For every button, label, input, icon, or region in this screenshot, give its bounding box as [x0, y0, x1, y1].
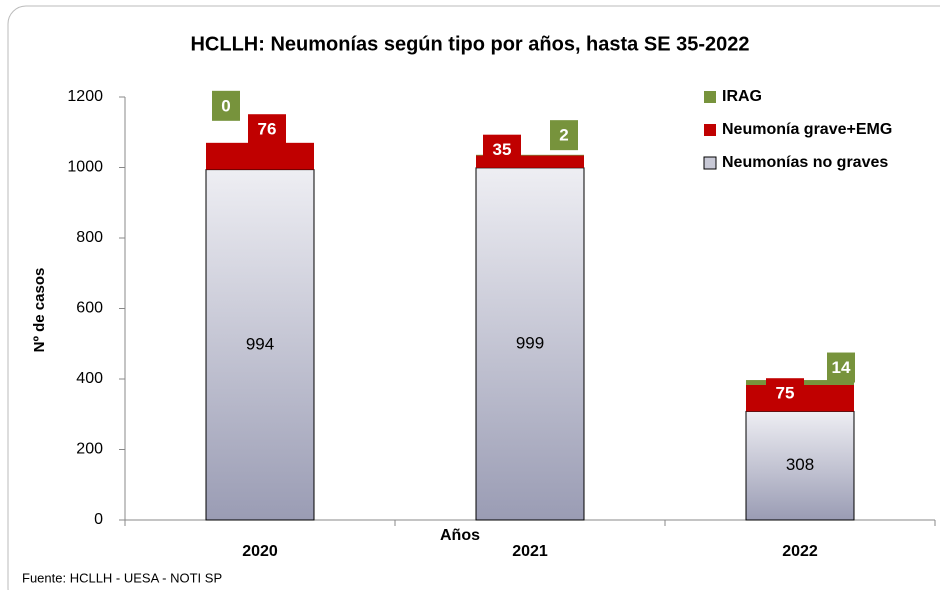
bar-segment — [206, 142, 314, 170]
data-label: 14 — [832, 358, 851, 377]
legend-label: Neumonía grave+EMG — [722, 121, 892, 138]
legend-label: IRAG — [722, 88, 762, 105]
y-tick-label: 600 — [76, 300, 103, 317]
x-axis-label: Años — [440, 527, 480, 544]
bar-segment — [205, 169, 315, 521]
data-label: 308 — [786, 455, 814, 474]
data-label-box — [248, 114, 286, 145]
legend-swatch — [704, 124, 716, 136]
data-label-box — [766, 378, 804, 409]
data-label: 75 — [776, 384, 795, 403]
data-label-box — [827, 352, 855, 383]
y-tick-label: 200 — [76, 441, 103, 458]
bar-segment — [475, 167, 585, 521]
data-label: 2 — [559, 126, 568, 145]
legend-label: Neumonías no graves — [722, 154, 888, 171]
x-tick-label: 2021 — [512, 543, 548, 560]
x-tick-label: 2020 — [242, 543, 278, 560]
chart-title: HCLLH: Neumonías según tipo por años, ha… — [190, 33, 749, 55]
legend-swatch — [703, 156, 717, 170]
data-label-box — [483, 134, 521, 165]
data-label-box — [212, 90, 240, 121]
y-tick-label: 800 — [76, 229, 103, 246]
y-axis-label: Nº de casos — [31, 268, 48, 353]
y-tick-label: 1200 — [67, 88, 103, 105]
source: Fuente: HCLLH - UESA - NOTI SP — [22, 570, 222, 585]
data-label: 999 — [516, 333, 544, 352]
bar-segment — [476, 154, 584, 156]
y-tick-label: 1000 — [67, 159, 103, 176]
data-label: 0 — [221, 96, 230, 115]
data-label: 994 — [246, 334, 274, 353]
data-label: 35 — [493, 140, 512, 159]
data-label-box — [550, 120, 578, 151]
legend-swatch — [704, 91, 716, 103]
y-tick-label: 0 — [94, 511, 103, 528]
data-label: 76 — [258, 120, 277, 139]
y-tick-label: 400 — [76, 370, 103, 387]
x-tick-label: 2022 — [782, 543, 818, 560]
bar-segment — [745, 410, 855, 521]
